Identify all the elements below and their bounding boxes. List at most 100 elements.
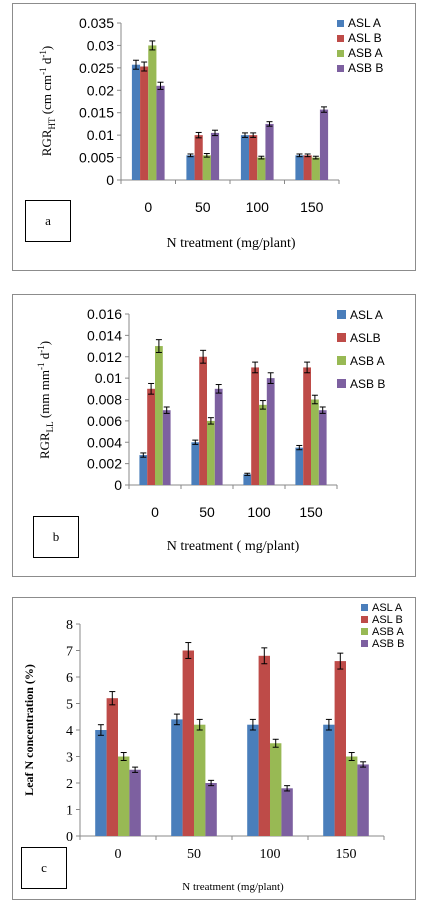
bar-b-2-3 <box>311 399 319 485</box>
x-axis-label: N treatment (mg/plant) <box>166 236 295 251</box>
error-bar <box>312 155 319 160</box>
bar-c-1-0 <box>106 698 118 836</box>
legend-label: ASB B <box>348 61 383 75</box>
error-bar <box>319 406 326 414</box>
y-tick-label: 5 <box>66 698 73 713</box>
error-bar <box>157 81 164 90</box>
error-bar <box>259 400 266 410</box>
bar-a-2-3 <box>311 157 320 180</box>
bar-c-1-1 <box>182 650 194 836</box>
error-bar <box>311 394 318 405</box>
error-bar <box>132 59 139 70</box>
y-tick-label: 0.025 <box>79 60 114 76</box>
bar-a-3-0 <box>156 85 165 180</box>
panel-label-c: c <box>41 860 47 875</box>
y-tick-label: 2 <box>66 777 73 792</box>
bar-a-0-0 <box>131 64 141 180</box>
bar-a-0-2 <box>240 135 250 180</box>
bar-a-1-0 <box>140 66 149 180</box>
error-bar <box>97 724 104 736</box>
bar-c-3-2 <box>281 788 293 836</box>
bar-c-2-2 <box>270 743 282 836</box>
y-tick-label: 8 <box>66 618 73 633</box>
bar-b-3-0 <box>162 410 171 485</box>
x-tick-label: 150 <box>336 847 357 862</box>
y-tick-label: 0.01 <box>87 127 114 143</box>
bar-c-0-2 <box>247 724 259 836</box>
panel-label-b-box: b <box>33 516 79 558</box>
x-tick-label: 0 <box>115 847 122 862</box>
chart-a-axes: 0 0.005 0.01 0.015 0.02 0.025 0.03 0.035 0 50 100 1… <box>79 15 340 215</box>
error-bar <box>244 472 251 476</box>
chart-panel-b: 0 0.002 0.004 0.006 0.008 0.01 0.012 0.014 0.016… <box>12 294 416 577</box>
error-bar <box>196 718 203 731</box>
bar-c-3-1 <box>205 783 217 836</box>
bar-a-3-2 <box>265 123 274 180</box>
x-tick-label: 100 <box>247 504 271 520</box>
x-tick-label: 0 <box>144 199 152 215</box>
y-tick-label: 6 <box>66 671 73 686</box>
legend-swatch <box>337 50 344 57</box>
y-tick-label: 0.014 <box>87 327 122 343</box>
panel-label-c-box: c <box>21 847 67 889</box>
legend-swatch <box>337 310 346 319</box>
legend-label: ASL B <box>372 614 403 626</box>
panel-label-b: b <box>52 529 60 544</box>
bar-c-0-1 <box>171 719 183 836</box>
panel-label-a: a <box>45 213 51 228</box>
bar-b-3-2 <box>266 378 275 485</box>
x-tick-label: 0 <box>151 504 159 520</box>
error-bar <box>250 132 257 138</box>
error-bar <box>208 779 215 787</box>
y-tick-label: 0.005 <box>79 150 114 166</box>
legend-label: ASL A <box>350 308 383 322</box>
y-tick-label: 0 <box>66 830 73 845</box>
chart-panel-c: 0 1 2 3 4 5 6 7 8 0 50 100 150 ASL A ASL B ASB A ASB B N … <box>12 597 416 900</box>
bar-b-3-1 <box>214 388 223 485</box>
legend-label: ASL A <box>372 602 403 614</box>
error-bar <box>148 382 155 395</box>
bar-a-1-1 <box>194 135 203 180</box>
chart-c-bars <box>95 642 369 836</box>
chart-a-bars <box>131 40 329 180</box>
error-bar <box>200 349 207 364</box>
y-tick-label: 3 <box>66 751 73 766</box>
bar-a-3-1 <box>210 132 220 180</box>
y-tick-label: 0.035 <box>79 15 114 31</box>
legend-label: ASB B <box>350 377 385 391</box>
bar-c-3-3 <box>357 764 369 836</box>
x-tick-label: 100 <box>246 199 270 215</box>
legend-label: ASL B <box>348 31 382 45</box>
bar-b-0-1 <box>191 442 200 485</box>
panel-label-a-box: a <box>25 200 71 242</box>
error-bar <box>185 642 192 659</box>
y-axis-label: RGRHT (cm cm-1 d-1) <box>38 46 57 156</box>
y-tick-label: 0.006 <box>87 413 122 429</box>
bar-c-1-2 <box>258 655 270 836</box>
error-bar <box>109 691 116 706</box>
bar-a-2-2 <box>257 157 266 180</box>
y-tick-label: 4 <box>66 724 73 739</box>
error-bar <box>149 40 156 51</box>
y-tick-label: 0.015 <box>79 105 114 121</box>
error-bar <box>192 439 199 445</box>
legend-label: ASB A <box>372 626 404 638</box>
error-bar <box>304 153 311 158</box>
error-bar <box>252 361 259 374</box>
bar-c-1-3 <box>334 661 346 836</box>
bar-b-2-2 <box>259 404 267 485</box>
error-bar <box>337 652 344 670</box>
x-tick-label: 50 <box>199 504 215 520</box>
error-bar <box>360 761 367 768</box>
legend-swatch <box>361 604 368 611</box>
legend-swatch <box>337 65 344 72</box>
error-bar <box>155 339 162 353</box>
legend-swatch <box>337 356 346 365</box>
error-bar <box>207 417 214 425</box>
y-tick-label: 0.02 <box>87 82 114 98</box>
y-tick-label: 0.01 <box>95 370 122 386</box>
legend-swatch <box>337 35 344 42</box>
